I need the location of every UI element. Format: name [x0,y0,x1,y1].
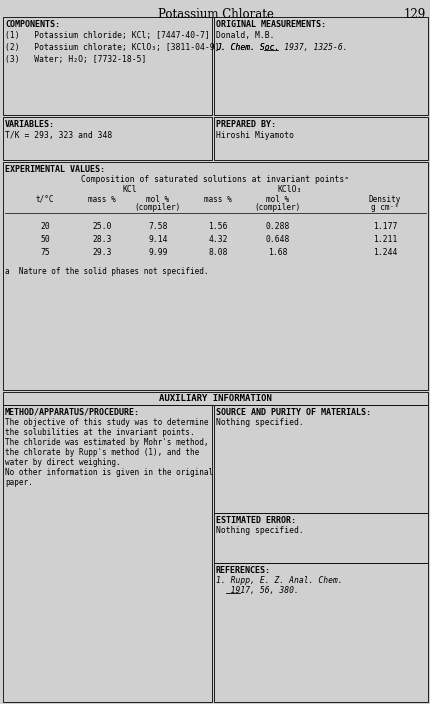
Text: EXPERIMENTAL VALUES:: EXPERIMENTAL VALUES: [5,165,105,174]
Text: REFERENCES:: REFERENCES: [215,566,270,575]
Text: 25.0: 25.0 [92,222,111,231]
Text: SOURCE AND PURITY OF MATERIALS:: SOURCE AND PURITY OF MATERIALS: [215,408,370,417]
Text: PREPARED BY:: PREPARED BY: [215,120,275,129]
Text: 28.3: 28.3 [92,235,111,244]
Text: the chlorate by Rupp's method (1), and the: the chlorate by Rupp's method (1), and t… [5,448,199,457]
Text: mass %: mass % [88,195,116,204]
Text: mol %: mol % [146,195,169,204]
Text: (compiler): (compiler) [135,203,181,212]
Text: (3)   Water; H₂O; [7732-18-5]: (3) Water; H₂O; [7732-18-5] [5,55,146,64]
Text: a  Nature of the solid phases not specified.: a Nature of the solid phases not specifi… [5,267,208,276]
Bar [214,563,427,702]
Text: ORIGINAL MEASUREMENTS:: ORIGINAL MEASUREMENTS: [215,20,325,29]
Text: Density: Density [368,195,400,204]
Text: The chloride was estimated by Mohr's method,: The chloride was estimated by Mohr's met… [5,438,208,447]
Text: VARIABLES:: VARIABLES: [5,120,55,129]
Text: water by direct weighing.: water by direct weighing. [5,458,120,467]
Text: KCl: KCl [123,185,137,194]
Text: METHOD/APPARATUS/PROCEDURE:: METHOD/APPARATUS/PROCEDURE: [5,408,140,417]
Text: 129: 129 [403,8,425,21]
Text: 1.68: 1.68 [267,248,287,257]
Text: 29.3: 29.3 [92,248,111,257]
Text: 1.177: 1.177 [372,222,396,231]
Text: 0.288: 0.288 [265,222,289,231]
Text: Potassium Chlorate: Potassium Chlorate [157,8,273,21]
Text: (2)   Potassium chlorate; KClO₃; [3811-04-9]: (2) Potassium chlorate; KClO₃; [3811-04-… [5,43,219,52]
Text: J. Chem. Soc. 1937, 1325-6.: J. Chem. Soc. 1937, 1325-6. [215,43,347,52]
Text: 50: 50 [40,235,50,244]
Text: Nothing specified.: Nothing specified. [215,418,303,427]
Text: 1.244: 1.244 [372,248,396,257]
Text: No other information is given in the original: No other information is given in the ori… [5,468,212,477]
Text: 1.56: 1.56 [208,222,227,231]
Text: the solubilities at the invariant points.: the solubilities at the invariant points… [5,428,194,437]
Bar [214,117,427,160]
Bar [3,162,427,390]
Text: ESTIMATED ERROR:: ESTIMATED ERROR: [215,516,295,525]
Bar [214,17,427,115]
Bar [3,405,212,702]
Text: KClO₃: KClO₃ [277,185,301,194]
Text: 1.211: 1.211 [372,235,396,244]
Text: 1. Rupp, E. Z. Anal. Chem.: 1. Rupp, E. Z. Anal. Chem. [215,576,342,585]
Bar [3,392,427,405]
Text: 7.58: 7.58 [148,222,167,231]
Text: mol %: mol % [266,195,289,204]
Text: The objective of this study was to determine: The objective of this study was to deter… [5,418,208,427]
Text: Composition of saturated solutions at invariant pointsᵃ: Composition of saturated solutions at in… [81,175,349,184]
Text: g cm⁻³: g cm⁻³ [370,203,398,212]
Text: 1917, 56, 380.: 1917, 56, 380. [215,586,298,595]
Text: AUXILIARY INFORMATION: AUXILIARY INFORMATION [159,394,271,403]
Text: T/K = 293, 323 and 348: T/K = 293, 323 and 348 [5,131,112,140]
Text: 8.08: 8.08 [208,248,227,257]
Text: Donald, M.B.: Donald, M.B. [215,31,274,40]
Text: mass %: mass % [204,195,231,204]
Text: 75: 75 [40,248,50,257]
Text: COMPONENTS:: COMPONENTS: [5,20,60,29]
Text: Nothing specified.: Nothing specified. [215,526,303,535]
Text: 9.14: 9.14 [148,235,167,244]
Text: 4.32: 4.32 [208,235,227,244]
Text: Hiroshi Miyamoto: Hiroshi Miyamoto [215,131,293,140]
Text: J. Chem. Soc.: J. Chem. Soc. [215,43,284,52]
Text: (compiler): (compiler) [254,203,301,212]
Bar [3,117,212,160]
Text: 9.99: 9.99 [148,248,167,257]
Text: 0.648: 0.648 [265,235,289,244]
Text: paper.: paper. [5,478,33,487]
Text: (1)   Potassium chloride; KCl; [7447-40-7]: (1) Potassium chloride; KCl; [7447-40-7] [5,31,209,40]
Text: t/°C: t/°C [36,195,54,204]
Bar [214,513,427,563]
Text: 20: 20 [40,222,50,231]
Bar [214,405,427,513]
Bar [3,17,212,115]
